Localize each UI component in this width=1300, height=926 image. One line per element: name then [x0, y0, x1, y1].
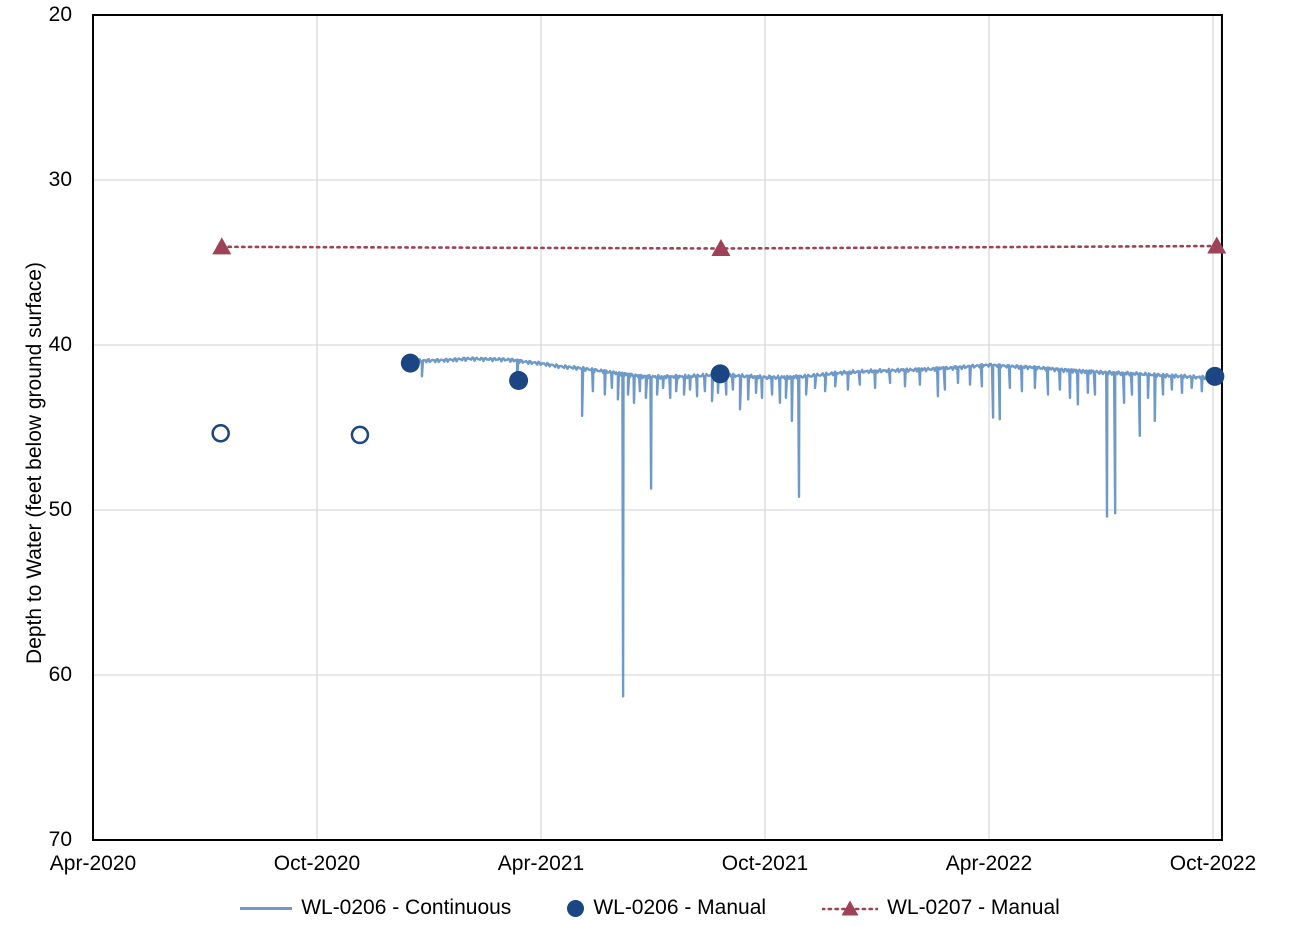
- legend-item-wl0207-manual: WL-0207 - Manual: [822, 896, 1060, 920]
- wl0207-triangle-point: [1207, 236, 1227, 254]
- y-tick-label: 30: [48, 168, 72, 191]
- x-tick-label: Oct-2021: [721, 852, 809, 875]
- legend-label: WL-0206 - Manual: [593, 896, 767, 919]
- filled-circle-swatch-icon: [567, 899, 585, 917]
- vertical-gridlines: [316, 15, 1214, 840]
- series-wl0206-continuous: [411, 356, 1223, 698]
- y-axis-title: Depth to Water (feet below ground surfac…: [23, 262, 46, 664]
- y-tick-label: 50: [48, 498, 72, 521]
- manual-open-circle-point: [350, 425, 370, 445]
- manual-filled-circle-point: [509, 370, 529, 390]
- x-tick-label: Apr-2022: [945, 852, 1033, 875]
- wl0207-triangle-point: [212, 237, 232, 255]
- x-tick-label: Apr-2021: [497, 852, 585, 875]
- horizontal-gridlines: [93, 179, 1222, 676]
- legend-item-wl0206-manual: WL-0206 - Manual: [567, 896, 766, 920]
- x-tick-label: Oct-2020: [273, 852, 361, 875]
- legend-triangle-icon: [841, 900, 859, 916]
- manual-filled-circle-point: [710, 364, 730, 384]
- series-wl0206-manual: [211, 353, 1225, 445]
- manual-filled-circle-point: [1205, 366, 1225, 386]
- y-tick-label: 70: [48, 828, 72, 851]
- legend-label: WL-0206 - Continuous: [301, 896, 512, 919]
- series-wl0207-manual: [212, 236, 1227, 256]
- continuous-line-swatch-icon: [240, 906, 293, 910]
- legend-item-wl0206-continuous: WL-0206 - Continuous: [240, 896, 511, 920]
- y-tick-label: 20: [48, 3, 72, 26]
- x-tick-label: Oct-2022: [1169, 852, 1257, 875]
- continuous-line-path: [411, 356, 1223, 698]
- dotted-triangle-swatch-icon: [822, 898, 879, 918]
- legend: WL-0206 - Continuous WL-0206 - Manual WL…: [0, 896, 1300, 920]
- legend-label: WL-0207 - Manual: [887, 896, 1060, 919]
- plot-border-box: [92, 14, 1223, 841]
- plot-border: [92, 14, 1223, 841]
- manual-open-circle-point: [211, 424, 230, 443]
- y-tick-label: 60: [48, 663, 72, 686]
- wl0207-triangle-point: [711, 238, 731, 256]
- y-tick-label: 40: [48, 333, 72, 356]
- x-tick-label: Apr-2020: [49, 852, 137, 875]
- manual-filled-circle-point: [400, 353, 420, 373]
